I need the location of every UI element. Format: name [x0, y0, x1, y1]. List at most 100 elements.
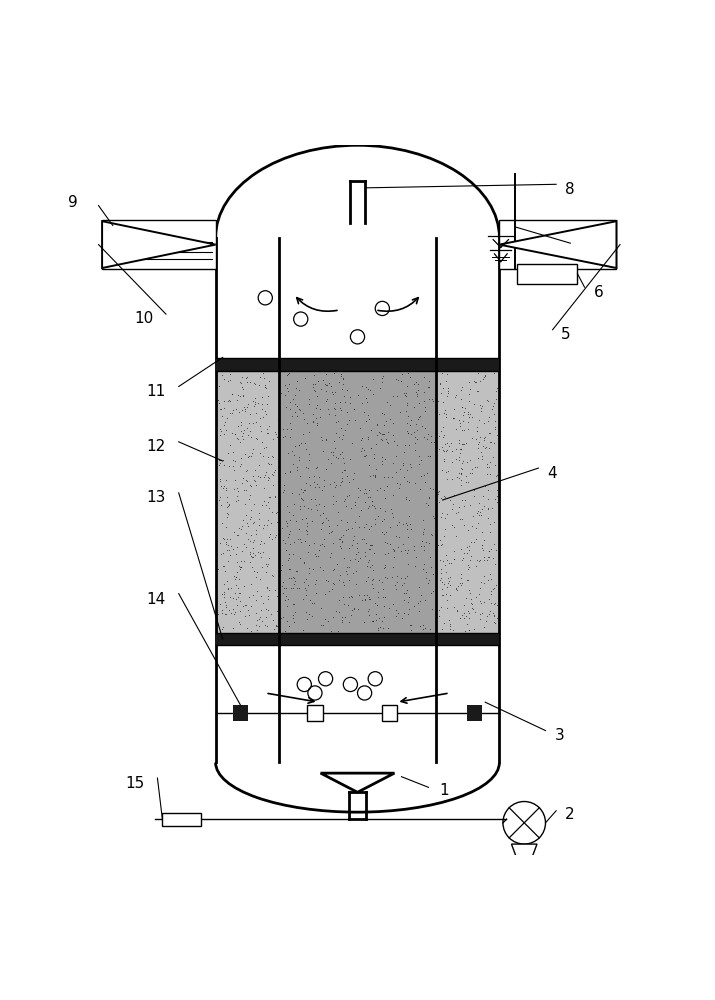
Point — [335, 567, 346, 583]
Point — [436, 574, 448, 590]
Point — [240, 597, 251, 613]
Point — [284, 526, 295, 542]
Point — [268, 464, 280, 480]
Point — [282, 518, 293, 534]
Point — [369, 500, 380, 516]
Point — [213, 395, 225, 411]
Point — [488, 605, 499, 621]
Point — [384, 411, 395, 427]
Point — [265, 456, 277, 472]
Point — [375, 380, 386, 396]
Point — [385, 397, 396, 413]
Point — [235, 450, 247, 466]
Point — [478, 371, 489, 387]
Point — [482, 466, 493, 482]
Point — [455, 575, 466, 591]
Point — [463, 538, 474, 554]
Point — [404, 589, 415, 605]
Point — [277, 484, 288, 500]
Point — [349, 497, 360, 513]
Point — [335, 366, 347, 382]
Point — [250, 394, 261, 410]
Point — [478, 430, 489, 446]
Point — [435, 375, 446, 391]
Point — [402, 556, 413, 572]
Point — [348, 401, 360, 417]
Point — [479, 429, 490, 445]
Point — [413, 595, 424, 611]
Bar — [232, 705, 248, 721]
Point — [255, 369, 266, 385]
Point — [256, 434, 267, 450]
Point — [456, 552, 468, 568]
Point — [335, 512, 347, 528]
Point — [281, 421, 292, 437]
Point — [227, 601, 239, 617]
Point — [320, 611, 331, 627]
Point — [388, 559, 399, 575]
Point — [410, 416, 422, 432]
Point — [441, 506, 453, 522]
Point — [369, 468, 380, 484]
Point — [224, 531, 235, 547]
Point — [457, 413, 468, 429]
Point — [376, 449, 388, 465]
Point — [419, 474, 430, 490]
Point — [408, 542, 419, 558]
Point — [441, 579, 453, 595]
Point — [354, 482, 365, 498]
Point — [417, 621, 428, 637]
Point — [408, 376, 419, 392]
Point — [325, 623, 337, 639]
Point — [229, 524, 240, 540]
Point — [352, 540, 363, 556]
Point — [247, 415, 259, 431]
Point — [437, 419, 448, 435]
Point — [381, 570, 393, 586]
Point — [320, 383, 332, 399]
Point — [336, 470, 347, 486]
Point — [490, 391, 501, 407]
Point — [235, 521, 247, 537]
Point — [232, 589, 244, 605]
Point — [269, 582, 280, 598]
Point — [377, 426, 388, 442]
Point — [262, 556, 274, 572]
Point — [445, 618, 456, 634]
Point — [483, 393, 494, 409]
Point — [435, 532, 446, 548]
Point — [282, 591, 294, 607]
Point — [258, 370, 270, 386]
Point — [270, 462, 281, 478]
Point — [395, 461, 406, 477]
Point — [423, 572, 435, 588]
Point — [490, 380, 502, 396]
Point — [363, 589, 375, 605]
Point — [340, 394, 351, 410]
Point — [300, 441, 311, 457]
Point — [462, 406, 473, 422]
Point — [257, 613, 268, 629]
Point — [222, 445, 234, 461]
Point — [335, 477, 346, 493]
Point — [427, 601, 438, 617]
Point — [402, 542, 413, 558]
Point — [477, 542, 488, 558]
Point — [402, 378, 413, 394]
Point — [336, 612, 347, 628]
Point — [468, 488, 480, 504]
Point — [473, 495, 485, 511]
Point — [296, 511, 307, 527]
Point — [245, 598, 257, 614]
Point — [305, 477, 316, 493]
Point — [454, 452, 465, 468]
Point — [287, 391, 299, 407]
Point — [490, 491, 501, 507]
Point — [448, 487, 459, 503]
Point — [478, 432, 490, 448]
Point — [468, 508, 479, 524]
Point — [418, 524, 429, 540]
Point — [378, 511, 390, 527]
Point — [442, 383, 453, 399]
Point — [236, 543, 247, 559]
